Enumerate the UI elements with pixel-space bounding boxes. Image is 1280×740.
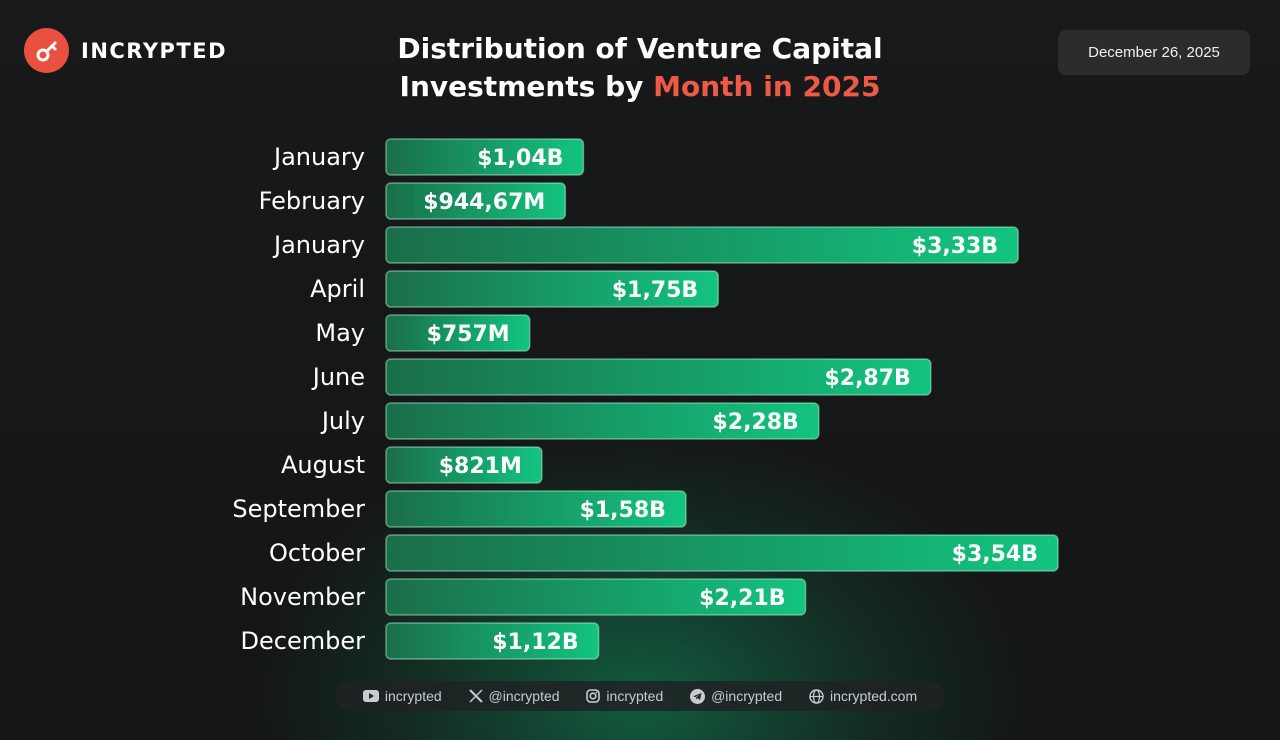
value-label: $944,67M [423,190,545,215]
bar [385,138,585,176]
category-label: September [232,495,365,523]
value-label: $3,54B [952,542,1038,567]
value-label: $1,75B [612,278,698,303]
social-telegram-label: @incrypted [711,688,783,704]
category-label: August [281,451,365,479]
value-label: $757M [427,322,510,347]
category-label: June [311,363,365,391]
value-label: $2,28B [712,410,798,435]
social-website[interactable]: incrypted.com [809,688,917,704]
date-text: December 26, 2025 [1088,44,1220,61]
social-youtube-label: incrypted [384,688,442,704]
social-youtube[interactable]: incrypted [362,688,442,704]
value-label: $1,04B [477,146,563,171]
social-x[interactable]: @incrypted [468,688,560,704]
value-label: $2,21B [699,586,785,611]
bar [385,490,687,528]
bar [385,314,531,352]
bar [385,534,1059,572]
bar [385,622,600,660]
value-label: $2,87B [824,366,910,391]
value-label: $821M [439,454,522,479]
value-label: $3,33B [912,234,998,259]
category-label: November [240,583,365,611]
key-icon [24,28,69,73]
value-label: $1,12B [492,630,578,655]
brand-name: INCRYPTED [81,38,228,63]
social-instagram[interactable]: incrypted [586,688,663,704]
bar [385,270,719,308]
social-website-label: incrypted.com [829,688,918,704]
category-label: July [320,407,365,435]
category-label: October [269,539,365,567]
category-label: February [259,187,365,215]
title-accent: Month in 2025 [653,70,881,103]
bar [385,182,567,220]
bar [385,446,543,484]
title-line-1: Distribution of Venture Capital [397,32,883,65]
social-footer: incrypted @incrypted incrypted @incrypte… [336,681,944,711]
date-badge: December 26, 2025 [1058,30,1250,75]
social-instagram-label: incrypted [606,688,664,704]
instagram-icon [586,689,601,703]
bar [385,358,932,396]
social-x-label: @incrypted [488,688,560,704]
bar [385,226,1019,264]
globe-icon [809,688,824,704]
brand-logo[interactable]: INCRYPTED [24,28,227,73]
category-label: April [310,275,365,303]
title-line-2-text: Investments by [399,70,654,103]
category-label: January [272,143,365,171]
youtube-icon [362,690,379,702]
social-telegram[interactable]: @incrypted [690,688,782,704]
bar [385,402,820,440]
x-icon [468,689,483,703]
chart-title: Distribution of Venture Capital Investme… [340,30,940,106]
bar [385,578,807,616]
value-label: $1,58B [580,498,666,523]
title-line-2: Investments by Month in 2025 [340,68,940,106]
telegram-icon [690,688,706,704]
category-label: December [241,627,366,655]
category-label: January [272,231,365,259]
category-label: May [315,319,365,347]
